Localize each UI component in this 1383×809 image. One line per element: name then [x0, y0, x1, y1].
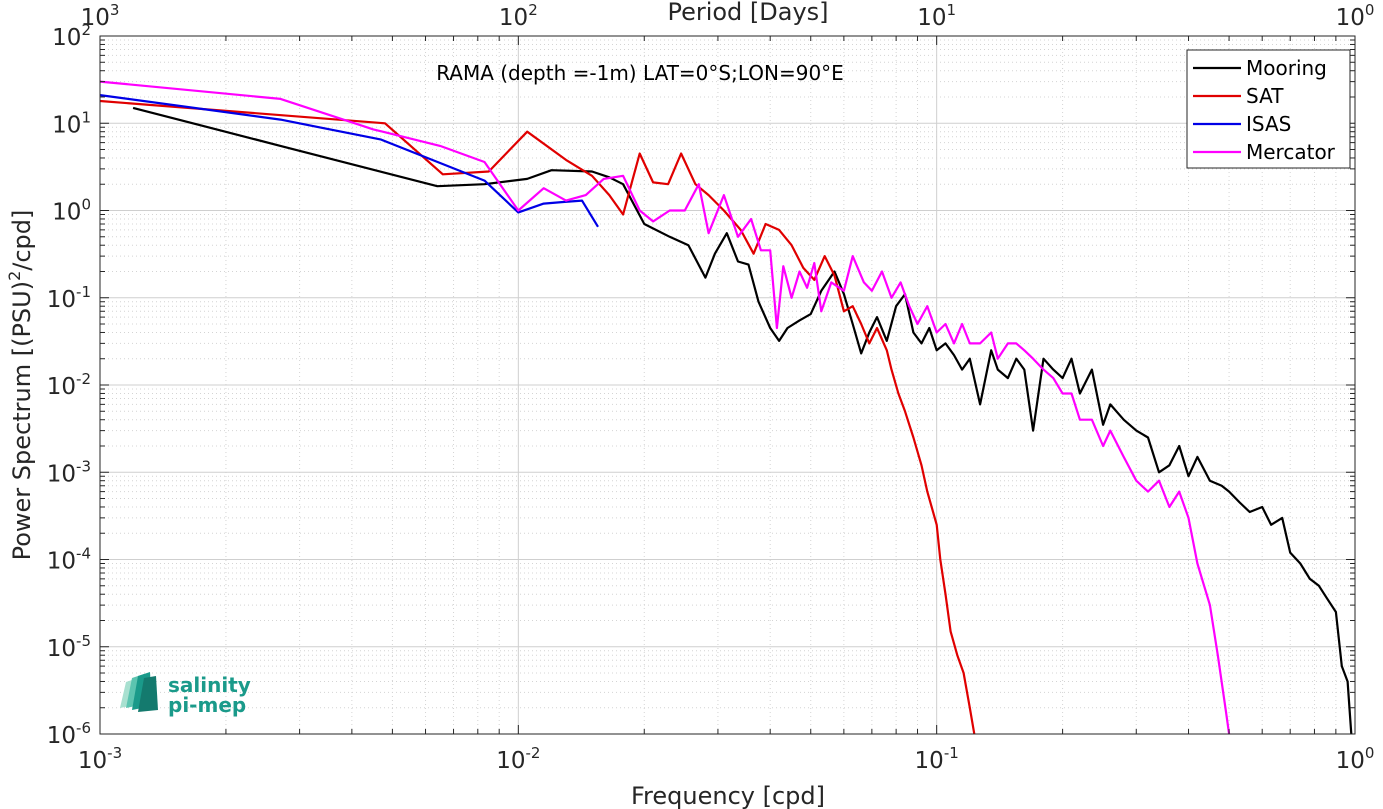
x-tick-label: 10-1: [915, 744, 959, 774]
logo-wave-1: [138, 676, 158, 712]
y-tick-label: 10-2: [47, 370, 91, 400]
series-line-isas: [99, 94, 599, 228]
y-tick-label-exponent: -3: [76, 457, 91, 475]
salinity-pi-mep-logo: salinity pi-mep: [120, 672, 251, 717]
top-tick-label-base: 10: [81, 5, 110, 31]
x-tick-label: 10-2: [496, 744, 540, 774]
top-tick-label: 103: [81, 1, 120, 31]
x-tick-label-exponent: 0: [1365, 744, 1375, 762]
y-tick-label: 100: [52, 196, 91, 226]
y-tick-label-base: 10: [52, 200, 81, 226]
x-tick-label-base: 10: [78, 748, 107, 774]
top-tick-label-exponent: 1: [947, 1, 957, 19]
y-axis-label-unit: /cpd]: [8, 210, 36, 271]
y-tick-label-base: 10: [52, 25, 81, 51]
y-tick-label-base: 10: [47, 723, 76, 749]
legend-label-mooring: Mooring: [1246, 56, 1327, 80]
y-tick-label: 101: [52, 108, 91, 138]
x-tick-label: 100: [1336, 744, 1375, 774]
y-tick-label: 10-3: [47, 457, 91, 487]
y-axis-label-main: Power Spectrum [(PSU): [8, 281, 36, 560]
legend-label-mercator: Mercator: [1246, 140, 1336, 164]
y-tick-label-exponent: -2: [76, 370, 91, 388]
y-tick-label-base: 10: [47, 374, 76, 400]
x-tick-label-exponent: -1: [944, 744, 959, 762]
y-tick-label-base: 10: [47, 287, 76, 313]
top-axis-label: Period [Days]: [667, 0, 828, 26]
x-tick-label-exponent: -2: [525, 744, 540, 762]
x-tick-label: 10-3: [78, 744, 122, 774]
y-tick-label-base: 10: [47, 549, 76, 575]
y-tick-label: 10-6: [47, 719, 91, 749]
series-line-mooring: [132, 106, 1353, 735]
legend-label-sat: SAT: [1246, 84, 1284, 108]
y-tick-label-exponent: 2: [81, 21, 91, 39]
y-tick-label-base: 10: [52, 112, 81, 138]
y-tick-label-base: 10: [47, 636, 76, 662]
y-tick-label-exponent: -1: [76, 283, 91, 301]
top-tick-label-exponent: 0: [1365, 1, 1375, 19]
x-tick-label-base: 10: [915, 748, 944, 774]
y-tick-label-exponent: -4: [76, 545, 91, 563]
top-tick-label-exponent: 2: [528, 1, 538, 19]
legend-label-isas: ISAS: [1246, 112, 1291, 136]
y-tick-label: 10-5: [47, 632, 91, 662]
logo-text-pimep: pi-mep: [168, 693, 246, 717]
top-tick-label: 102: [499, 1, 538, 31]
legend: Mooring SAT ISAS Mercator: [1186, 49, 1351, 169]
y-tick-label: 10-1: [47, 283, 91, 313]
series-line-sat: [99, 99, 976, 735]
y-tick-label-base: 10: [47, 461, 76, 487]
series-layer: [99, 80, 1353, 735]
legend-box: [1186, 49, 1351, 169]
top-tick-label: 101: [917, 1, 956, 31]
top-tick-label-base: 10: [1336, 5, 1365, 31]
x-tick-label-base: 10: [1336, 748, 1365, 774]
plot-title: RAMA (depth =-1m) LAT=0°S;LON=90°E: [436, 61, 844, 85]
y-axis-label: Power Spectrum [(PSU)2/cpd]: [5, 210, 36, 561]
x-axis-label: Frequency [cpd]: [631, 782, 825, 809]
y-tick-label-exponent: 1: [81, 108, 91, 126]
axis-ticks: [99, 35, 1356, 735]
y-tick-label-exponent: -6: [76, 719, 91, 737]
top-tick-label-base: 10: [499, 5, 528, 31]
top-tick-label-exponent: 3: [110, 1, 120, 19]
series-line-mercator: [99, 80, 1231, 735]
y-tick-label-exponent: 0: [81, 196, 91, 214]
top-tick-label-base: 10: [917, 5, 946, 31]
y-tick-label: 10-4: [47, 545, 91, 575]
y-tick-label-exponent: -5: [76, 632, 91, 650]
logo-text-salinity: salinity: [168, 673, 251, 697]
x-tick-label-base: 10: [496, 748, 525, 774]
top-tick-label: 100: [1336, 1, 1375, 31]
y-axis-label-sup: 2: [5, 271, 24, 281]
y-tick-label: 102: [52, 21, 91, 51]
x-tick-label-exponent: -3: [107, 744, 122, 762]
